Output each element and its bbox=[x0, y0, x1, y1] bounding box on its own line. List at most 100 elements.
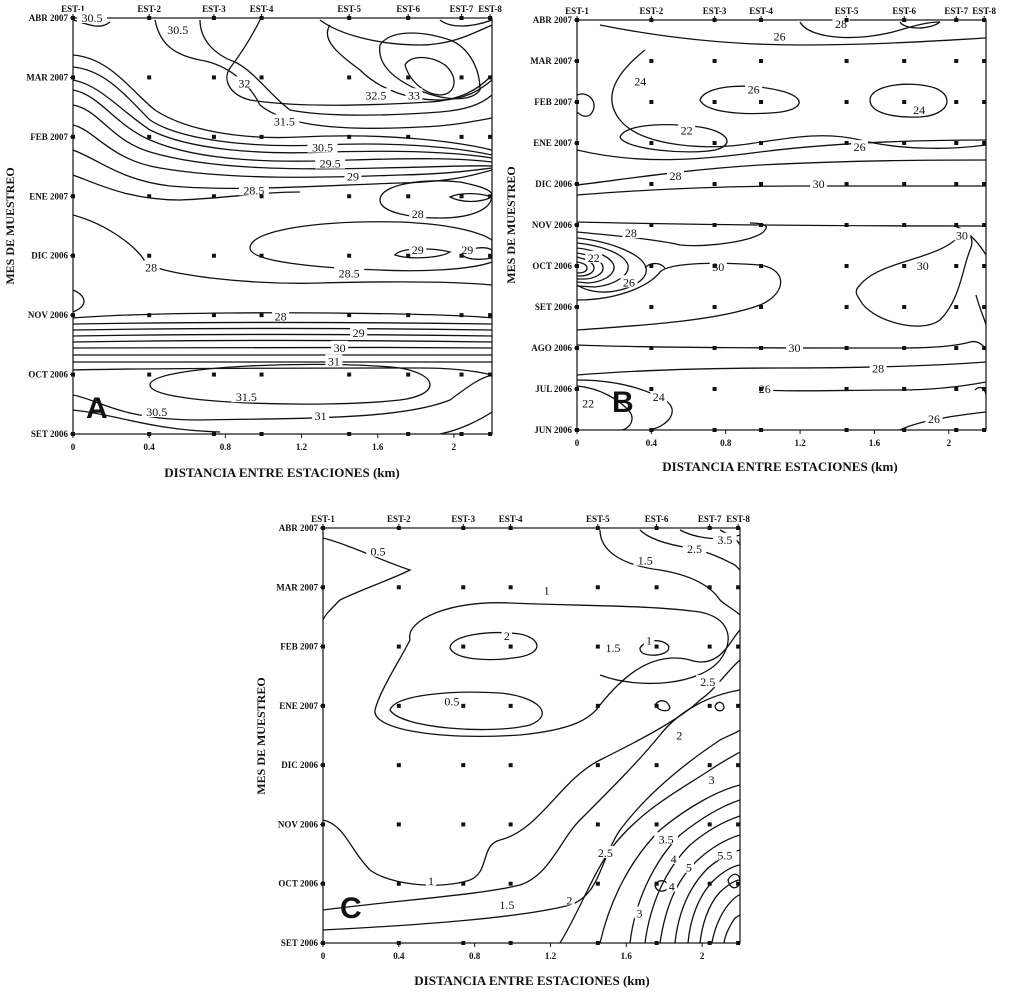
panel-a-contour-label-bg bbox=[325, 354, 343, 367]
panel-b-sample-point bbox=[844, 387, 849, 391]
panel-c-sample-point bbox=[396, 763, 401, 768]
panel-b-contour-label: 26 bbox=[748, 83, 760, 97]
panel-b-contour-label: 24 bbox=[634, 75, 646, 89]
panel-c-isoline bbox=[409, 602, 729, 684]
panel-b-isoline bbox=[577, 139, 986, 161]
panel-b-contour-label: 28 bbox=[670, 169, 682, 183]
panel-b: EST-1 EST-2 EST-3 EST-4 EST-5 EST-6 EST-7 EST-8… bbox=[504, 6, 996, 474]
panel-b-y-tick-label: FEB 2007 bbox=[534, 97, 572, 107]
panel-b-labels: 28 26 24 26 24 22 26 28 30 28 22 26 30 30 30 30 28 26 22 24… bbox=[579, 17, 971, 426]
panel-a-contour-label-bg bbox=[141, 405, 172, 418]
panel-b-sample-point bbox=[982, 141, 987, 145]
panel-a-contour-label-bg bbox=[344, 169, 362, 182]
panel-b-y-tick-label: JUN 2006 bbox=[534, 425, 572, 435]
panel-c-isoline bbox=[599, 784, 740, 943]
panel-a-sample-point bbox=[147, 75, 152, 80]
panel-b-sample-point bbox=[712, 18, 717, 22]
panel-b-station-label: EST-5 bbox=[835, 6, 859, 16]
panel-a-sample-point bbox=[406, 75, 411, 80]
panel-a-isoline bbox=[73, 327, 492, 331]
panel-c-sample-point bbox=[321, 763, 325, 768]
panel-b-contour-label: 24 bbox=[653, 390, 665, 404]
panel-a-isoline bbox=[404, 56, 455, 96]
panel-b-x-tick-label: 0 bbox=[575, 438, 580, 448]
panel-b-contour-label-bg bbox=[869, 361, 887, 374]
panel-b-contour-label-bg bbox=[786, 341, 804, 353]
panel-a-station-label: EST-4 bbox=[250, 4, 274, 14]
panel-c-sample-point bbox=[508, 644, 513, 649]
panel-c-contour-label-bg bbox=[666, 879, 678, 892]
panel-a-contour-label: 28 bbox=[145, 261, 157, 275]
panel-a-contour-label-bg bbox=[77, 11, 108, 23]
panel-b-x-tick-label: 0.8 bbox=[720, 438, 732, 448]
panel-b-sample-point bbox=[759, 59, 764, 63]
panel-a-isoline bbox=[73, 289, 85, 313]
panel-b-station-label: EST-4 bbox=[749, 6, 773, 16]
panel-b-sample-point bbox=[954, 264, 959, 268]
panel-b-y-tick-label: DIC 2006 bbox=[535, 179, 572, 189]
panel-b-sample-point bbox=[844, 182, 849, 186]
panel-c-sample-point bbox=[736, 526, 741, 530]
panel-b-contour-label-bg bbox=[810, 177, 828, 189]
panel-c-y-tick-label: SET 2006 bbox=[281, 938, 319, 948]
panel-c-sample-point bbox=[595, 526, 600, 530]
panel-a-x-tick-label: 2 bbox=[452, 442, 457, 452]
panel-a-isoline bbox=[73, 321, 492, 325]
panel-a-isoline bbox=[393, 248, 452, 259]
panel-c-contour-label: 3.5 bbox=[659, 832, 674, 846]
panel-b-contour-label: 28 bbox=[872, 362, 884, 376]
panel-a-contour-label: 31 bbox=[328, 354, 340, 368]
panel-b-sample-point bbox=[649, 428, 654, 432]
panel-a-contour-label: 32 bbox=[238, 76, 250, 90]
panel-a-isolines bbox=[73, 19, 492, 434]
panel-c-sample-point bbox=[736, 585, 741, 590]
panel-c-contour-label-bg bbox=[713, 532, 737, 545]
panel-a-sample-point bbox=[211, 194, 216, 199]
panel-a-y-tick-label: DIC 2006 bbox=[31, 251, 68, 261]
panel-a-contour-label: 30.5 bbox=[146, 405, 167, 419]
panel-a-isoline bbox=[149, 363, 431, 405]
panel-b-sample-point bbox=[649, 18, 654, 22]
panel-c-sample-point bbox=[396, 585, 401, 590]
panel-a-sample-point bbox=[211, 313, 216, 318]
panel-b-isoline bbox=[644, 262, 666, 269]
panel-c-contour-label: 1 bbox=[544, 583, 550, 597]
panel-b-contour-label: 22 bbox=[582, 396, 594, 410]
panel-b-sample-point bbox=[954, 223, 959, 227]
panel-b-y-tick-label: OCT 2006 bbox=[532, 261, 572, 271]
panel-c-contour-label-bg bbox=[495, 898, 519, 911]
panel-a-sample-point bbox=[488, 134, 493, 139]
panel-c-sample-point bbox=[654, 763, 659, 768]
panel-c-contour-label: 3.5 bbox=[717, 533, 732, 547]
panel-a-sample-point bbox=[211, 16, 216, 20]
panel-c-sample-point bbox=[736, 703, 741, 708]
panel-b-isoline bbox=[577, 256, 595, 277]
panel-b-sample-point bbox=[902, 18, 907, 22]
panel-b-isoline bbox=[599, 24, 986, 46]
panel-b-contour-label: 26 bbox=[759, 382, 771, 396]
panel-c-station-label: EST-6 bbox=[645, 514, 669, 524]
panel-a-isoline bbox=[73, 346, 492, 349]
panel-b-sample-point bbox=[982, 264, 987, 268]
panel-a-contour-label-bg bbox=[269, 114, 300, 127]
panel-a-station-label: EST-1 bbox=[61, 4, 85, 14]
panel-c-y-tick-label: NOV 2006 bbox=[278, 819, 319, 829]
panel-a-sample-point bbox=[488, 194, 493, 199]
panel-a-contour-label: 33 bbox=[408, 88, 420, 102]
panel-a-contour-label: 28.5 bbox=[339, 267, 360, 281]
panel-b-sample-point bbox=[902, 141, 907, 145]
panel-a-sample-point bbox=[71, 134, 75, 139]
panel-a-contour-label: 30.5 bbox=[167, 23, 188, 37]
panel-b-isoline bbox=[577, 262, 782, 331]
panel-c-isoline bbox=[389, 691, 543, 731]
panel-a-station-label: EST-2 bbox=[137, 4, 161, 14]
panel-a-sample-point bbox=[211, 432, 216, 436]
panel-c-contour-label: 1 bbox=[646, 634, 652, 648]
panel-a-isoline bbox=[326, 24, 492, 101]
panel-c-sample-point bbox=[461, 703, 466, 708]
panel-c-sample-point bbox=[595, 881, 600, 886]
panel-b-contour-label-bg bbox=[585, 250, 603, 263]
panel-b-contour-label: 28 bbox=[625, 226, 637, 240]
panel-a-sample-point bbox=[347, 194, 352, 199]
panel-b-sample-point bbox=[982, 428, 987, 432]
